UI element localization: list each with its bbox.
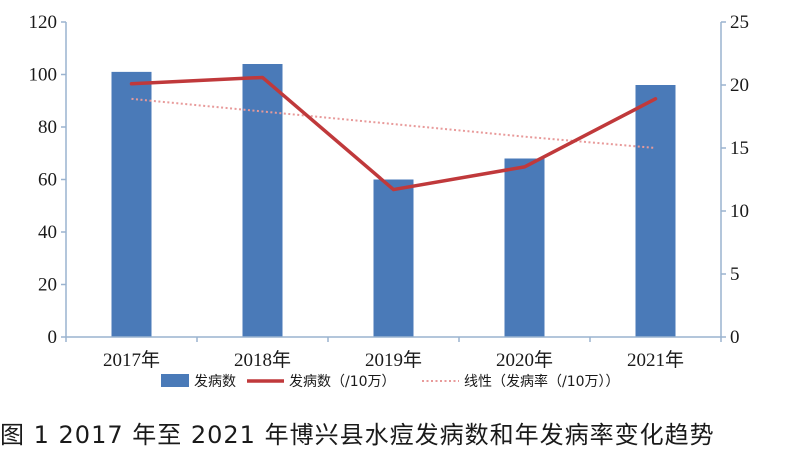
bar-2018年 <box>242 64 283 337</box>
lines-layer <box>129 75 658 192</box>
bars-layer <box>111 64 676 337</box>
bar-2019年 <box>373 179 414 337</box>
left-tick-label: 40 <box>38 222 57 243</box>
incidence-line <box>129 75 658 192</box>
x-tick-label: 2021年 <box>627 349 684 371</box>
right-tick-label: 0 <box>730 327 740 348</box>
legend-swatch-bar <box>161 374 189 387</box>
x-tick-label: 2019年 <box>365 349 422 371</box>
left-tick-label: 120 <box>29 12 58 33</box>
x-tick-label: 2018年 <box>234 349 291 371</box>
figure-caption: 图 1 2017 年至 2021 年博兴县水痘发病数和年发病率变化趋势 <box>0 421 715 449</box>
left-tick-label: 100 <box>29 65 58 86</box>
left-tick-label: 20 <box>38 275 57 296</box>
legend-label-line: 发病数（/10万） <box>289 374 396 390</box>
right-tick-label: 10 <box>730 201 749 222</box>
legend-label-bar: 发病数 <box>194 374 236 390</box>
left-tick-label: 60 <box>38 170 57 191</box>
axes-layer: 0 20 40 60 80 100 120 0 5 10 15 20 25 2017年 2018年 2019年… <box>29 12 750 371</box>
legend-label-trend: 线性（发病率（/10万）） <box>464 373 620 390</box>
x-tick-label: 2020年 <box>496 349 553 371</box>
bar-2017年 <box>111 71 152 337</box>
right-tick-label: 20 <box>730 75 749 96</box>
legend: 发病数 发病数（/10万） 线性（发病率（/10万）） <box>161 373 620 390</box>
chart: 0 20 40 60 80 100 120 0 5 10 15 20 25 2017年 2018年 2019年… <box>29 12 750 390</box>
bar-2020年 <box>504 158 545 337</box>
left-tick-label: 0 <box>48 327 58 348</box>
right-tick-label: 15 <box>730 138 749 159</box>
right-tick-label: 5 <box>730 264 740 285</box>
bar-2021年 <box>635 85 676 337</box>
x-tick-label: 2017年 <box>103 349 160 371</box>
left-tick-label: 80 <box>38 117 57 138</box>
right-tick-label: 25 <box>730 12 749 33</box>
